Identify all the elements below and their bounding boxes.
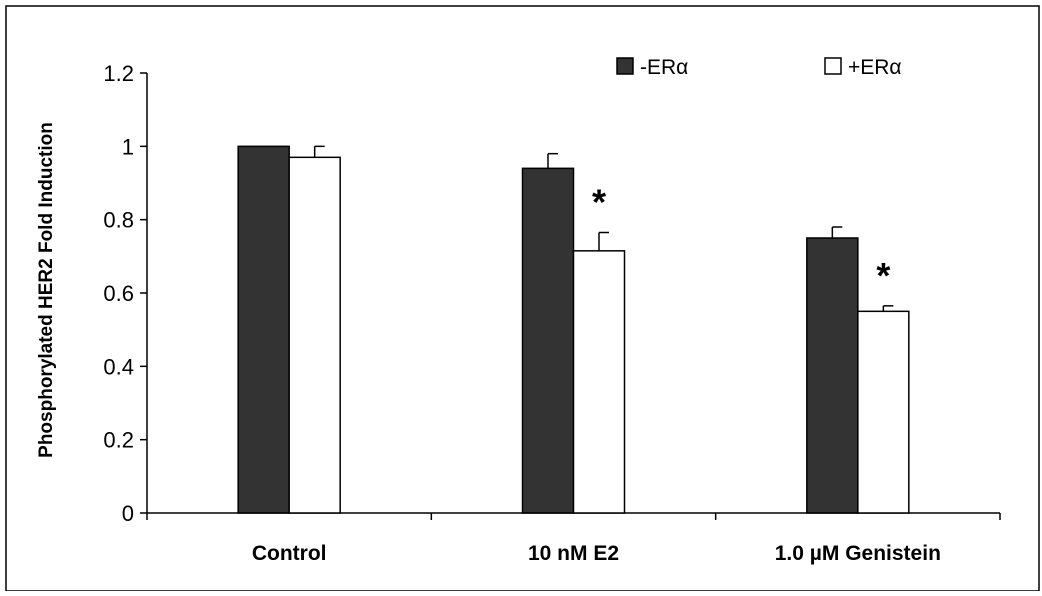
legend-label: +ERα xyxy=(848,56,902,79)
x-category-label: Control xyxy=(252,542,327,565)
y-axis-label: Phosphorylated HER2 Fold Induction xyxy=(36,122,57,458)
legend: -ERα +ERα xyxy=(616,56,902,79)
bar-minus-era xyxy=(806,237,859,514)
y-tick-label: 0.8 xyxy=(103,208,134,233)
bar-plus-era xyxy=(288,156,341,514)
x-category-label: 1.0 µM Genistein xyxy=(775,542,941,565)
bar-minus-era xyxy=(521,167,575,514)
bar-plus-era xyxy=(572,250,626,514)
legend-label: -ERα xyxy=(640,56,688,79)
significance-asterisk: * xyxy=(876,255,890,296)
y-tick-label: 1 xyxy=(122,134,134,159)
y-tick-label: 0 xyxy=(122,501,134,526)
x-category-label: 10 nM E2 xyxy=(528,542,619,565)
y-tick-label: 0.4 xyxy=(103,354,134,379)
y-tick-label: 1.2 xyxy=(103,61,134,86)
legend-swatch-minus-era xyxy=(616,57,634,75)
plot-area: 0 0.2 0.4 0.6 0.8 1 1.2 Control 10 nM E2 1.0 µM G… xyxy=(103,61,1001,565)
bar-plus-era xyxy=(857,310,910,514)
legend-swatch-plus-era xyxy=(824,57,842,75)
y-tick-label: 0.2 xyxy=(103,428,134,453)
bar-minus-era xyxy=(237,145,290,514)
significance-asterisk: * xyxy=(592,182,606,223)
y-tick-label: 0.6 xyxy=(103,281,134,306)
